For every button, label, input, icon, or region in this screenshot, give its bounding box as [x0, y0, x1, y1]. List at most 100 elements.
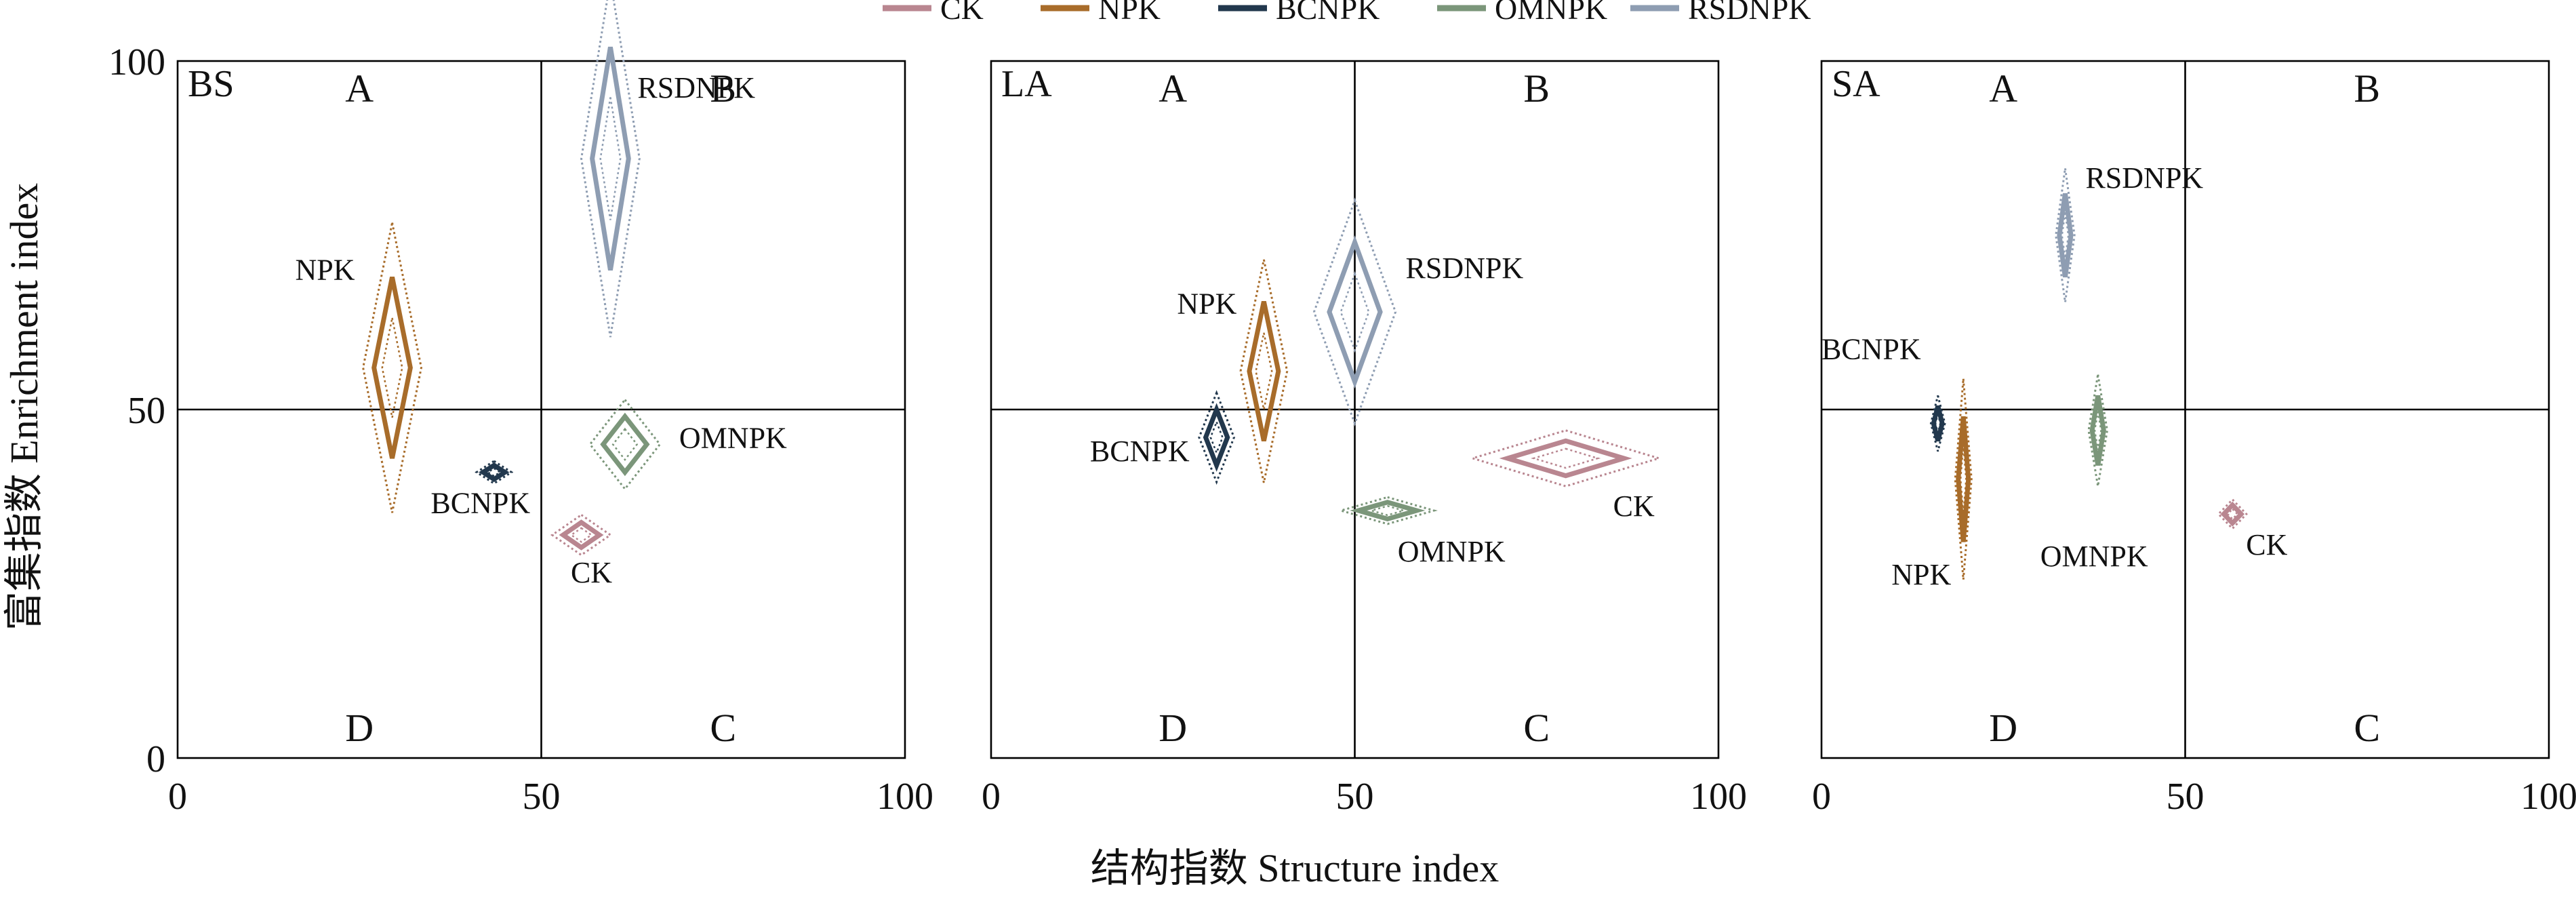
marker-omnpk: [600, 412, 650, 477]
error-inner-omnpk: [1368, 504, 1407, 517]
error-inner-npk: [381, 317, 403, 418]
quadrant-label-c: C: [710, 706, 736, 750]
point-label-omnpk: OMNPK: [2040, 540, 2148, 573]
marker-rsdnpk: [2057, 193, 2074, 278]
legend-label-omnpk: OMNPK: [1495, 0, 1607, 26]
point-omnpk: OMNPK: [2040, 374, 2148, 573]
point-ck: CK: [2217, 498, 2288, 561]
point-ck: CK: [1469, 429, 1663, 523]
panel-bs: BS A B C D 0 50 100 0 50 100 CK NPK BCNPK OMNPK RSDNPK: [108, 0, 933, 818]
quadrant-label-a: A: [1159, 66, 1187, 111]
error-inner-npk: [1959, 444, 1967, 514]
marker-npk: [1956, 416, 1971, 542]
legend-label-bcnpk: BCNPK: [1276, 0, 1380, 26]
panel-name: BS: [188, 63, 235, 105]
point-label-rsdnpk: RSDNPK: [637, 71, 755, 104]
point-rsdnpk: RSDNPK: [2055, 161, 2203, 302]
point-label-ck: CK: [571, 556, 612, 589]
point-label-ck: CK: [1613, 490, 1655, 523]
point-rsdnpk: RSDNPK: [1312, 197, 1524, 426]
marker-npk: [1247, 300, 1281, 441]
marker-bcnpk: [479, 462, 510, 482]
point-bcnpk: BCNPK: [430, 460, 530, 520]
error-outer-rsdnpk: [580, 0, 641, 338]
error-inner-rsdnpk: [599, 97, 622, 220]
marker-bcnpk: [1931, 405, 1945, 442]
quadrant-label-a: A: [345, 66, 374, 111]
y-tick-label: 100: [108, 41, 165, 83]
point-label-npk: NPK: [1891, 558, 1951, 591]
panel-name: LA: [1001, 63, 1052, 105]
quadrant-label-b: B: [2354, 66, 2380, 111]
y-axis-title: 富集指数 Enrichment index: [2, 183, 46, 631]
point-npk: NPK: [1177, 259, 1289, 483]
error-outer-ck: [1469, 429, 1663, 487]
point-rsdnpk: RSDNPK: [580, 0, 755, 338]
legend-label-ck: CK: [940, 0, 984, 26]
x-tick-label: 50: [2167, 776, 2205, 818]
legend: CK NPK BCNPK OMNPK RSDNPK: [883, 0, 1811, 26]
error-outer-npk: [1239, 259, 1289, 483]
panel-la: LA A B C D 0 50 100 CK NPK BCNPK OMNPK RSDNPK: [982, 60, 1747, 818]
point-omnpk: OMNPK: [1337, 496, 1506, 568]
x-tick-label: 50: [1336, 776, 1374, 818]
error-inner-bcnpk: [1209, 420, 1224, 456]
y-tick-label: 50: [127, 390, 165, 432]
point-label-bcnpk: BCNPK: [1822, 333, 1921, 366]
x-tick-label: 100: [1690, 776, 1747, 818]
point-npk: NPK: [1891, 378, 1973, 591]
error-outer-ck: [2217, 498, 2248, 530]
x-tick-label: 0: [1812, 776, 1831, 818]
error-outer-npk: [1954, 378, 1973, 580]
quadrant-label-c: C: [2354, 706, 2380, 750]
marker-rsdnpk: [1327, 235, 1383, 389]
error-inner-rsdnpk: [2061, 212, 2070, 259]
error-outer-omnpk: [1337, 496, 1438, 525]
x-axis-title: 结构指数 Structure index: [1091, 846, 1499, 890]
point-label-bcnpk: BCNPK: [430, 487, 530, 520]
error-inner-rsdnpk: [1340, 271, 1370, 353]
error-inner-omnpk: [2093, 411, 2102, 450]
x-tick-label: 0: [168, 776, 187, 818]
marker-bcnpk: [1203, 403, 1230, 472]
panel-name: SA: [1832, 63, 1880, 105]
point-npk: NPK: [296, 222, 422, 513]
error-outer-bcnpk: [1198, 390, 1235, 485]
marker-npk: [371, 276, 413, 459]
point-bcnpk: BCNPK: [1822, 333, 1946, 452]
legend-label-rsdnpk: RSDNPK: [1688, 0, 1811, 26]
marker-ck: [2220, 501, 2245, 527]
quadrant-label-b: B: [710, 66, 736, 111]
point-omnpk: OMNPK: [588, 398, 787, 491]
marker-ck: [1499, 438, 1632, 479]
error-inner-bcnpk: [1934, 414, 1941, 433]
x-tick-label: 100: [877, 776, 933, 818]
error-outer-rsdnpk: [1312, 197, 1397, 426]
error-inner-ck: [1531, 447, 1601, 469]
point-label-bcnpk: BCNPK: [1090, 435, 1190, 468]
point-bcnpk: BCNPK: [1090, 390, 1235, 485]
marker-omnpk: [2089, 395, 2106, 466]
point-label-omnpk: OMNPK: [679, 421, 787, 454]
point-ck: CK: [550, 513, 612, 589]
marker-omnpk: [1350, 500, 1426, 522]
error-inner-ck: [569, 527, 593, 543]
legend-label-npk: NPK: [1098, 0, 1161, 26]
quadrant-label-d: D: [1989, 706, 2017, 750]
quadrant-label-d: D: [1159, 706, 1187, 750]
point-label-rsdnpk: RSDNPK: [2085, 161, 2203, 195]
x-tick-label: 100: [2520, 776, 2576, 818]
error-outer-npk: [362, 222, 422, 513]
error-outer-bcnpk: [1929, 395, 1946, 452]
panel-sa: SA A B C D 0 50 100 CK NPK BCNPK OMNPK RSDNPK: [1812, 60, 2576, 818]
error-inner-bcnpk: [486, 467, 502, 477]
x-tick-label: 0: [982, 776, 1001, 818]
quadrant-label-b: B: [1523, 66, 1550, 111]
x-tick-label: 50: [523, 776, 561, 818]
point-label-rsdnpk: RSDNPK: [1406, 252, 1524, 285]
point-label-omnpk: OMNPK: [1398, 535, 1506, 568]
point-label-npk: NPK: [296, 253, 355, 286]
marker-rsdnpk: [590, 46, 631, 271]
